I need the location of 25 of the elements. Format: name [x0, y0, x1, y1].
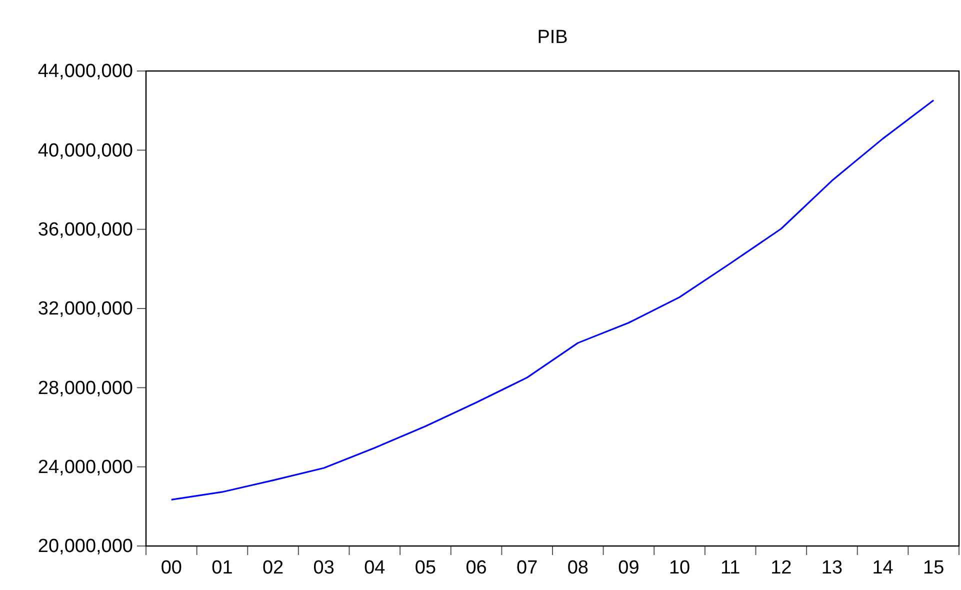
- y-tick-label: 36,000,000: [38, 219, 133, 240]
- x-tick-label: 01: [212, 557, 233, 578]
- chart-title: PIB: [537, 27, 568, 48]
- x-tick-label: 09: [618, 557, 640, 578]
- x-tick-label: 11: [720, 557, 740, 578]
- y-tick-label: 40,000,000: [38, 140, 133, 162]
- line-series: [170, 99, 934, 500]
- x-tick-label: 13: [821, 557, 843, 578]
- x-tick-label: 12: [770, 557, 792, 578]
- x-tick-label: 08: [567, 557, 588, 578]
- x-tick-label: 02: [262, 557, 284, 578]
- y-tick-label: 20,000,000: [38, 536, 133, 558]
- x-tick-label: 07: [516, 557, 538, 578]
- y-tick-label: 24,000,000: [38, 456, 133, 478]
- y-tick-label: 32,000,000: [38, 298, 133, 320]
- y-tick-label: 44,000,000: [38, 61, 133, 82]
- x-tick-label: 06: [466, 557, 487, 578]
- x-tick-label: 05: [414, 557, 436, 578]
- x-tick-label: 00: [160, 557, 182, 578]
- x-tick-label: 04: [364, 557, 386, 578]
- x-tick-label: 14: [872, 557, 894, 578]
- x-tick-label: 15: [923, 557, 944, 578]
- x-tick-label: 10: [668, 557, 690, 578]
- x-tick-label: 03: [313, 557, 334, 578]
- y-tick-label: 28,000,000: [38, 378, 133, 399]
